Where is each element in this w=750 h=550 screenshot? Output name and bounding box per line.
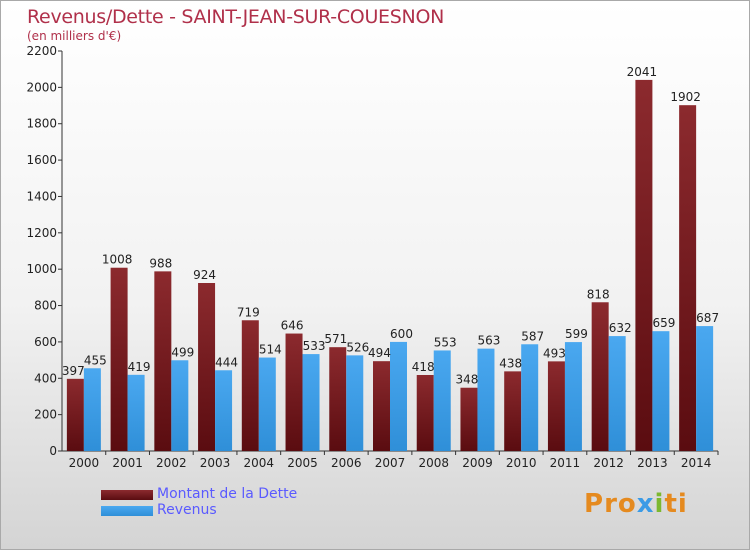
x-tick-label: 2005 <box>287 456 318 470</box>
data-label-debt: 493 <box>543 346 566 360</box>
x-tick-label: 2010 <box>506 456 537 470</box>
bar-debt <box>241 320 259 451</box>
bar-revenue <box>477 348 495 451</box>
data-label-debt: 988 <box>149 256 172 270</box>
data-label-revenue: 533 <box>303 339 326 353</box>
data-label-debt: 646 <box>281 319 304 333</box>
data-label-revenue: 687 <box>696 311 719 325</box>
data-label-revenue: 444 <box>215 355 238 369</box>
bar-revenue <box>215 370 233 451</box>
bar-debt <box>198 283 216 451</box>
x-tick-label: 2002 <box>156 456 187 470</box>
data-label-debt: 818 <box>587 287 610 301</box>
bar-revenue <box>564 342 582 451</box>
data-label-debt: 418 <box>412 360 435 374</box>
data-label-revenue: 600 <box>390 327 413 341</box>
y-tick-label: 1400 <box>26 189 57 203</box>
bar-debt <box>373 361 390 451</box>
x-tick-label: 2000 <box>69 456 100 470</box>
data-label-revenue: 499 <box>171 345 194 359</box>
chart-subtitle: (en milliers d'€) <box>27 29 122 43</box>
data-label-debt: 2041 <box>627 65 658 79</box>
bar-revenue <box>433 350 451 451</box>
y-tick-label: 400 <box>34 371 57 385</box>
y-tick-label: 200 <box>34 408 57 422</box>
y-tick-label: 1200 <box>26 226 57 240</box>
bar-debt <box>679 105 697 451</box>
legend-swatch-debt <box>101 490 153 500</box>
bar-debt <box>635 79 653 451</box>
data-label-revenue: 526 <box>346 340 369 354</box>
x-tick-label: 2001 <box>112 456 143 470</box>
chart-title: Revenus/Dette - SAINT-JEAN-SUR-COUESNON <box>27 6 445 28</box>
y-tick-label: 2200 <box>26 44 57 58</box>
x-tick-label: 2014 <box>681 456 712 470</box>
data-label-revenue: 553 <box>434 335 457 349</box>
x-tick-label: 2013 <box>637 456 668 470</box>
bar-debt <box>285 333 303 451</box>
bar-debt <box>110 267 128 451</box>
chart-bars <box>66 79 714 451</box>
x-tick-label: 2006 <box>331 456 362 470</box>
legend-label-debt: Montant de la Dette <box>157 486 298 502</box>
legend-label-revenue: Revenus <box>157 502 217 518</box>
bar-revenue <box>346 355 364 451</box>
data-label-debt: 571 <box>324 332 347 346</box>
data-label-debt: 719 <box>237 305 260 319</box>
data-label-debt: 1902 <box>670 90 701 104</box>
data-label-debt: 348 <box>456 373 479 387</box>
data-label-revenue: 563 <box>478 334 501 348</box>
bar-debt <box>547 361 565 451</box>
data-label-debt: 494 <box>368 346 391 360</box>
y-tick-label: 800 <box>34 299 57 313</box>
y-tick-label: 1800 <box>26 117 57 131</box>
data-label-revenue: 632 <box>609 321 632 335</box>
data-label-revenue: 514 <box>259 343 282 357</box>
y-tick-label: 600 <box>34 335 57 349</box>
y-tick-label: 1000 <box>26 262 57 276</box>
data-label-revenue: 659 <box>652 316 675 330</box>
data-label-revenue: 419 <box>128 360 151 374</box>
bar-revenue <box>127 374 145 451</box>
legend-swatch-revenue <box>101 506 153 516</box>
bar-revenue <box>696 326 714 451</box>
x-tick-label: 2007 <box>375 456 406 470</box>
x-tick-label: 2008 <box>418 456 449 470</box>
x-tick-label: 2009 <box>462 456 493 470</box>
bar-revenue <box>390 341 407 451</box>
data-label-revenue: 599 <box>565 327 588 341</box>
data-label-debt: 1008 <box>102 253 133 267</box>
bar-revenue <box>608 336 626 451</box>
y-tick-label: 0 <box>49 444 57 458</box>
data-label-revenue: 587 <box>521 329 544 343</box>
bar-revenue <box>302 354 320 451</box>
bar-revenue <box>652 331 670 451</box>
bar-debt <box>416 375 434 451</box>
bar-debt <box>66 378 84 451</box>
data-label-revenue: 455 <box>84 353 107 367</box>
y-tick-label: 1600 <box>26 153 57 167</box>
bar-revenue <box>171 360 189 451</box>
bar-debt <box>154 271 172 451</box>
bar-revenue <box>258 357 276 451</box>
bar-revenue <box>83 368 101 451</box>
bar-revenue <box>521 344 539 451</box>
bar-debt <box>504 371 522 451</box>
data-label-debt: 924 <box>193 268 216 282</box>
x-tick-label: 2012 <box>593 456 624 470</box>
data-label-debt: 438 <box>499 356 522 370</box>
bar-debt <box>591 302 609 451</box>
proxiti-logo: Proxiti <box>584 489 688 519</box>
bar-debt <box>460 387 478 451</box>
bar-debt <box>329 347 347 451</box>
data-label-debt: 397 <box>62 364 85 378</box>
y-tick-label: 2000 <box>26 80 57 94</box>
x-tick-label: 2003 <box>200 456 231 470</box>
x-tick-label: 2011 <box>550 456 581 470</box>
x-tick-label: 2004 <box>244 456 275 470</box>
